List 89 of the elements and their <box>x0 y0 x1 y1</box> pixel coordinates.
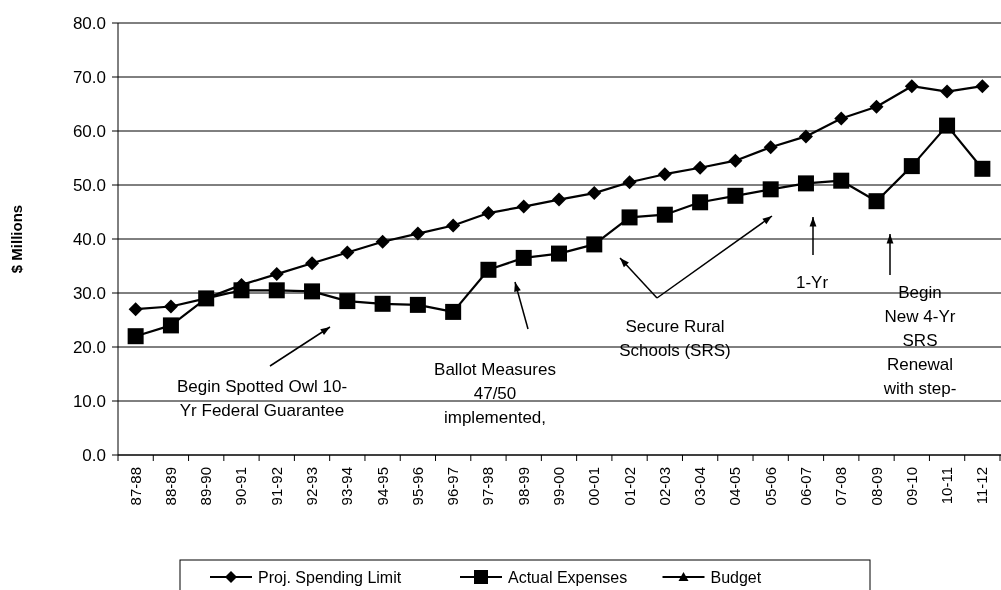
x-tick-label: 96-97 <box>444 467 462 506</box>
legend-label: Budget <box>710 568 762 586</box>
point <box>868 193 885 210</box>
point <box>903 158 920 175</box>
x-tick-label: 89-90 <box>197 467 215 506</box>
point <box>727 187 744 204</box>
point <box>939 117 956 134</box>
x-tick-label: 94-95 <box>373 467 391 506</box>
point <box>305 256 320 271</box>
point <box>869 99 884 114</box>
point <box>656 206 673 223</box>
point <box>409 296 426 313</box>
point <box>621 209 638 226</box>
legend-label: Proj. Spending Limit <box>258 568 402 586</box>
x-tick-label: 02-03 <box>655 467 673 506</box>
x-tick-label: 11-12 <box>973 467 991 505</box>
y-tick-label: 0.0 <box>82 445 106 465</box>
point <box>586 236 603 253</box>
point <box>974 160 991 177</box>
y-tick-label: 60.0 <box>72 121 106 141</box>
point <box>587 186 602 201</box>
annotation: Secure Rural Schools (SRS) <box>619 317 731 360</box>
x-tick-label: 97-98 <box>479 467 497 506</box>
x-tick-label: 07-08 <box>832 467 850 506</box>
x-tick-label: 90-91 <box>232 467 250 506</box>
point <box>693 160 708 175</box>
x-tick-label: 08-09 <box>867 467 885 506</box>
point <box>728 153 743 168</box>
x-tick-label: 05-06 <box>761 467 779 506</box>
y-tick-label: 50.0 <box>72 175 106 195</box>
y-tick-label: 70.0 <box>72 67 106 87</box>
x-tick-label: 98-99 <box>514 467 532 506</box>
point <box>339 293 356 310</box>
point <box>480 261 497 278</box>
y-tick-label: 30.0 <box>72 283 106 303</box>
point <box>481 206 496 221</box>
point <box>163 299 178 314</box>
point <box>763 140 778 155</box>
point <box>833 172 850 189</box>
point <box>622 175 637 190</box>
point <box>940 84 955 99</box>
x-tick-label: 88-89 <box>161 467 179 506</box>
point <box>657 167 672 182</box>
x-tick-label: 93-94 <box>338 467 356 506</box>
point <box>304 283 321 300</box>
point <box>375 234 390 249</box>
point <box>834 111 849 126</box>
x-tick-label: 01-02 <box>620 467 638 506</box>
annotation: Begin Spotted Owl 10- Yr Federal Guarantee <box>176 377 348 420</box>
x-tick-label: 91-92 <box>267 467 285 506</box>
x-tick-label: 04-05 <box>726 467 744 506</box>
point <box>269 267 284 282</box>
x-tick-label: 92-93 <box>303 467 321 506</box>
x-tick-label: 06-07 <box>796 467 814 506</box>
annotation: 1-Yr <box>795 273 829 292</box>
y-tick-label: 20.0 <box>72 337 106 357</box>
x-tick-label: 99-00 <box>550 467 567 506</box>
point <box>551 245 567 262</box>
x-tick-label: 00-01 <box>585 467 603 506</box>
point <box>128 302 143 317</box>
x-tick-label: 87-88 <box>126 467 144 506</box>
point <box>798 129 813 144</box>
point <box>340 245 355 260</box>
point <box>692 194 709 211</box>
y-tick-label: 10.0 <box>72 391 106 411</box>
point <box>904 79 919 94</box>
y-tick-label: 80.0 <box>72 13 106 33</box>
annotation: Ballot Measures 47/50 implemented, <box>434 360 556 427</box>
point <box>410 226 425 241</box>
point <box>797 175 814 192</box>
point <box>446 218 461 233</box>
y-axis-title: $ Millions <box>8 204 25 274</box>
point <box>162 317 179 334</box>
y-tick-label: 40.0 <box>72 229 106 249</box>
point <box>975 79 990 94</box>
point <box>127 328 144 345</box>
x-tick-label: 95-96 <box>408 467 426 506</box>
x-tick-label: 10-11 <box>938 467 956 505</box>
point <box>445 303 462 320</box>
annotation: Begin New 4-Yr SRS Renewal with step- <box>882 283 957 398</box>
point <box>516 199 531 214</box>
x-tick-label: 09-10 <box>902 467 920 506</box>
legend-label: Actual Expenses <box>508 568 628 586</box>
point <box>515 249 532 266</box>
point <box>762 181 779 198</box>
x-tick-label: 03-04 <box>691 467 709 506</box>
point <box>552 192 566 207</box>
point <box>268 282 285 299</box>
point <box>374 295 391 312</box>
